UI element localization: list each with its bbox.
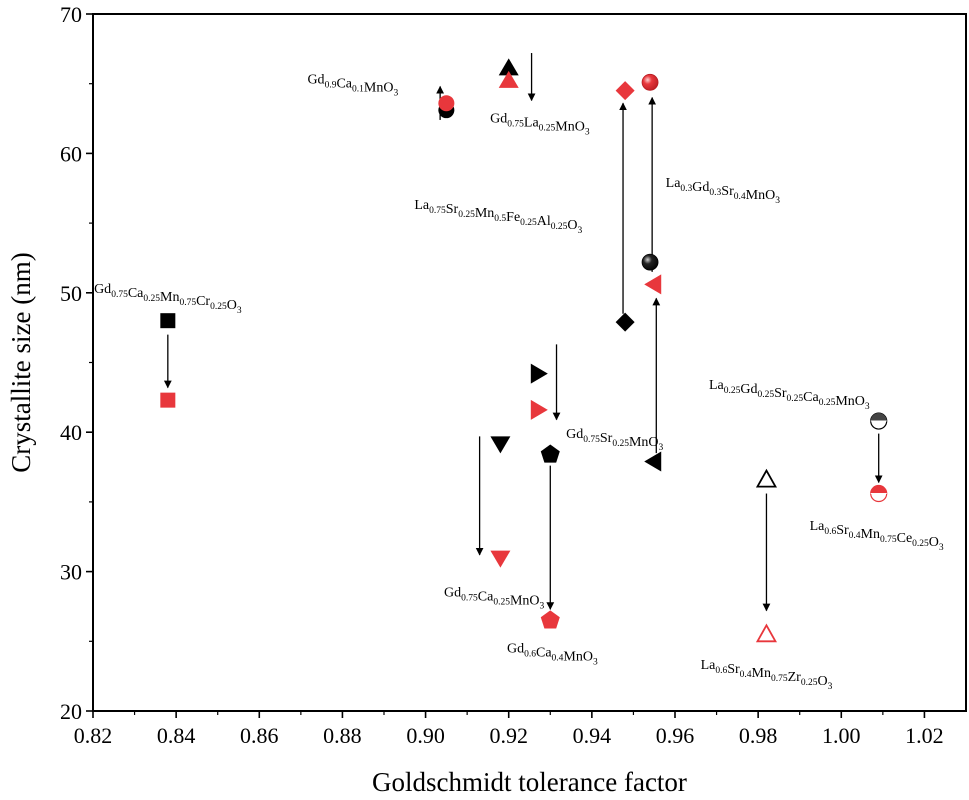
compound-label: Gd0.75Ca0.25Mn0.75Cr0.25O3 — [94, 282, 242, 316]
x-tick-label: 1.02 — [905, 723, 944, 748]
x-tick-label: 0.94 — [573, 723, 612, 748]
compound-label: Gd0.75Sr0.25MnO3 — [566, 427, 663, 453]
compound-label: La0.75Sr0.25Mn0.5Fe0.25Al0.25O3 — [414, 198, 582, 236]
compound-label: La0.3Gd0.3Sr0.4MnO3 — [666, 176, 781, 206]
x-tick-label: 0.98 — [739, 723, 778, 748]
compound-label: La0.6Sr0.4Mn0.75Zr0.25O3 — [701, 658, 833, 692]
x-tick-label: 0.90 — [406, 723, 445, 748]
after-half-circle-marker — [870, 484, 888, 503]
before-half-circle-marker — [870, 412, 888, 430]
before-diamond-marker — [615, 312, 635, 332]
y-tick-label: 20 — [60, 699, 82, 724]
x-axis-title: Goldschmidt tolerance factor — [372, 767, 687, 797]
y-tick-label: 30 — [60, 560, 82, 585]
after-pentagon-marker — [540, 610, 560, 629]
after-open-triangle-marker — [755, 623, 777, 643]
y-axis-title: Crystallite size (nm) — [6, 252, 36, 472]
y-tick-label: 60 — [60, 141, 82, 166]
after-diamond-marker — [615, 81, 635, 101]
after-triangle-down-marker — [490, 550, 511, 568]
x-tick-label: 0.84 — [157, 723, 196, 748]
x-tick-label: 1.00 — [822, 723, 861, 748]
x-tick-label: 0.88 — [323, 723, 362, 748]
after-circle-marker — [438, 95, 455, 112]
y-tick-label: 50 — [60, 281, 82, 306]
after-triangle-up-marker — [498, 70, 519, 88]
compound-label: Gd0.6Ca0.4MnO3 — [507, 641, 598, 667]
x-tick-label: 0.86 — [240, 723, 279, 748]
before-square-marker — [160, 313, 176, 329]
compound-label: Gd0.75Ca0.25MnO3 — [444, 586, 545, 612]
after-sphere-marker — [641, 73, 659, 91]
plot-area: 0.82 0.84 0.86 0.88 0.90 0.92 0.94 0.96 0.98 1.00… — [60, 2, 967, 748]
after-triangle-right-marker — [530, 399, 548, 420]
x-tick-label: 0.96 — [656, 723, 695, 748]
before-triangle-right-marker — [530, 363, 548, 384]
compound-label: La0.6Sr0.4Mn0.75Ce0.25O3 — [810, 519, 944, 553]
before-triangle-left-marker — [644, 451, 662, 472]
after-triangle-left-marker — [644, 274, 662, 295]
before-triangle-down-marker — [490, 436, 511, 454]
y-tick-label: 40 — [60, 420, 82, 445]
compound-label: Gd0.75La0.25MnO3 — [490, 112, 590, 138]
before-triangle-up-marker — [498, 58, 519, 76]
compound-label: Gd0.9Ca0.1MnO3 — [307, 73, 398, 99]
before-pentagon-marker — [540, 444, 560, 463]
x-tick-label: 0.82 — [74, 723, 113, 748]
x-tick-label: 0.92 — [489, 723, 528, 748]
before-sphere-marker — [641, 253, 659, 271]
after-square-marker — [160, 392, 176, 408]
before-open-triangle-marker — [755, 468, 777, 488]
y-tick-label: 70 — [60, 2, 82, 27]
compound-label: La0.25Gd0.25Sr0.25Ca0.25MnO3 — [709, 378, 870, 412]
